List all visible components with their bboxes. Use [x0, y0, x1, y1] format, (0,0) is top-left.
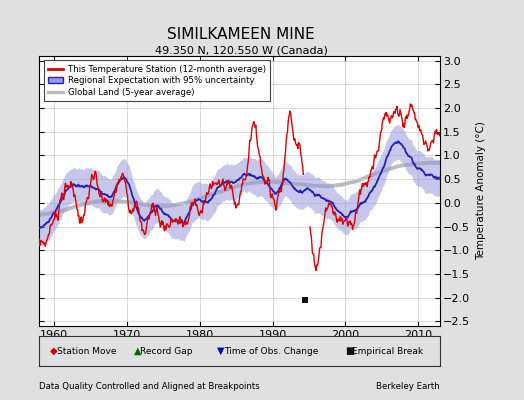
Text: Empirical Break: Empirical Break	[352, 346, 423, 356]
Text: ▲: ▲	[134, 346, 141, 356]
Text: Record Gap: Record Gap	[140, 346, 193, 356]
Text: Data Quality Controlled and Aligned at Breakpoints: Data Quality Controlled and Aligned at B…	[39, 382, 260, 391]
Text: SIMILKAMEEN MINE: SIMILKAMEEN MINE	[167, 27, 315, 42]
Text: Station Move: Station Move	[57, 346, 116, 356]
Text: ■: ■	[345, 346, 354, 356]
Text: Berkeley Earth: Berkeley Earth	[376, 382, 440, 391]
Legend: This Temperature Station (12-month average), Regional Expectation with 95% uncer: This Temperature Station (12-month avera…	[43, 60, 270, 101]
Text: Time of Obs. Change: Time of Obs. Change	[224, 346, 319, 356]
Text: ▼: ▼	[217, 346, 225, 356]
Text: ◆: ◆	[50, 346, 57, 356]
Y-axis label: Temperature Anomaly (°C): Temperature Anomaly (°C)	[476, 122, 486, 260]
Text: 49.350 N, 120.550 W (Canada): 49.350 N, 120.550 W (Canada)	[155, 45, 328, 55]
